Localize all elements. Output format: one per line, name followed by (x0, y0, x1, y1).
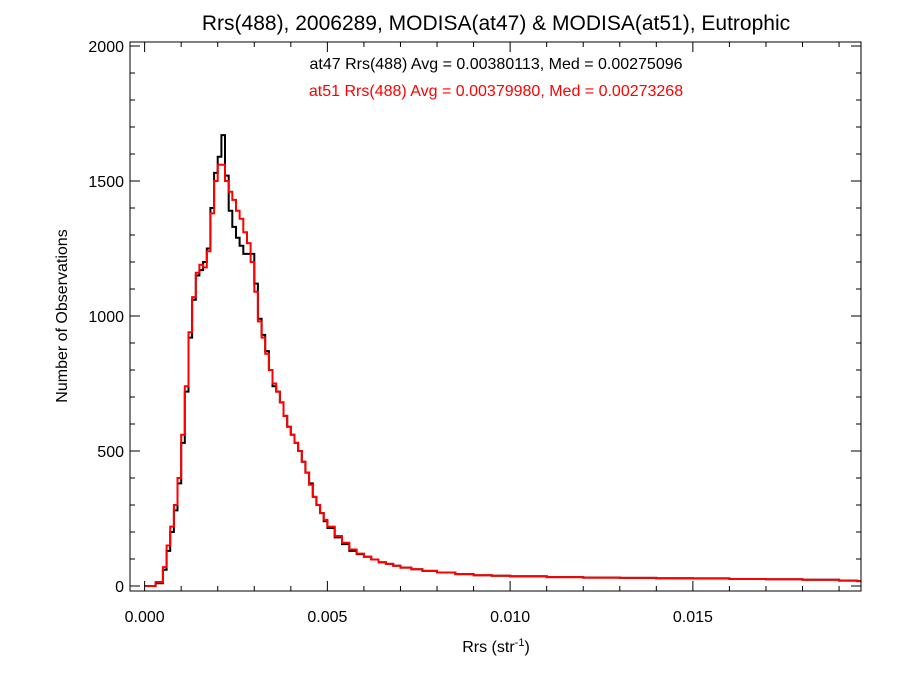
y-tick-label: 0 (115, 579, 124, 596)
x-axis-label: Rrs (str-1) (462, 637, 530, 656)
chart-title: Rrs(488), 2006289, MODISA(at47) & MODISA… (202, 12, 790, 35)
y-tick-label: 1000 (88, 309, 124, 326)
y-tick-label: 1500 (88, 174, 124, 191)
series-at47-line (144, 134, 861, 587)
plot-frame (129, 41, 862, 592)
tick-layer: 0.000 0.005 0.010 0.015 0 500 1000 1500 2000 (88, 39, 861, 626)
series-at51-line (144, 163, 861, 587)
y-axis-label: Number of Observations (54, 229, 71, 402)
x-axis-label-main: Rrs (str (462, 639, 515, 656)
series-layer (144, 134, 861, 587)
annotation-at51: at51 Rrs(488) Avg = 0.00379980, Med = 0.… (309, 83, 683, 100)
y-tick-label: 500 (97, 444, 124, 461)
x-axis-label-exponent: -1 (515, 637, 525, 649)
x-axis-label-close: ) (524, 639, 529, 656)
annotation-at47: at47 Rrs(488) Avg = 0.00380113, Med = 0.… (309, 56, 682, 73)
x-tick-label: 0.005 (307, 609, 347, 626)
x-tick-label: 0.015 (673, 609, 713, 626)
x-tick-label: 0.000 (125, 609, 165, 626)
x-tick-label: 0.010 (490, 609, 530, 626)
y-tick-label: 2000 (88, 39, 124, 56)
